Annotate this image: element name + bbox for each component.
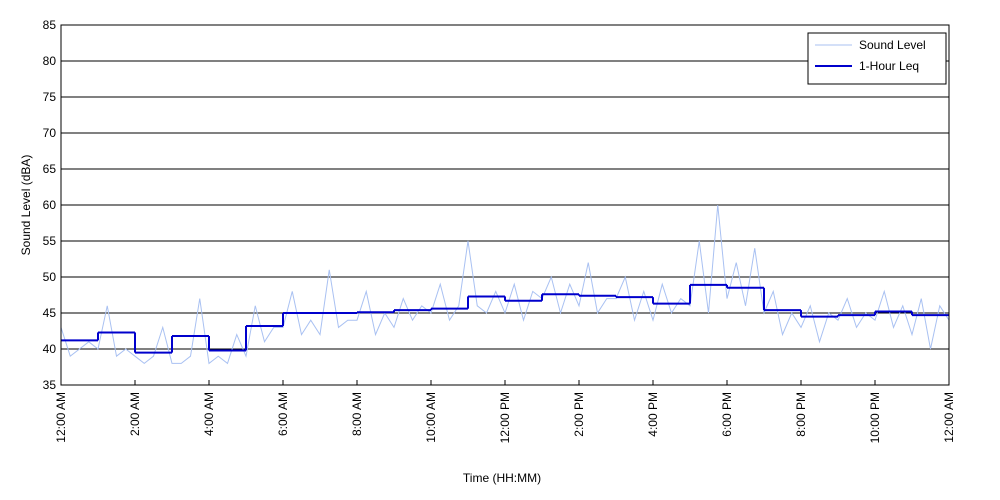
series-line [60, 204, 950, 365]
x-tick-label: 12:00 AM [54, 392, 68, 443]
y-axis-label: Sound Level (dBA) [19, 155, 33, 256]
y-tick-label: 35 [43, 378, 57, 392]
y-tick-label: 80 [43, 54, 57, 68]
x-axis-label: Time (HH:MM) [463, 471, 541, 485]
x-tick-label: 2:00 PM [572, 392, 586, 437]
legend-label: Sound Level [859, 38, 926, 52]
x-tick-label: 12:00 PM [498, 392, 512, 443]
x-tick-label: 2:00 AM [128, 392, 142, 436]
x-tick-label: 10:00 PM [868, 392, 882, 443]
legend-box [807, 32, 947, 85]
y-tick-label: 40 [43, 342, 57, 356]
x-tick-label: 6:00 PM [720, 392, 734, 437]
x-tick-label: 4:00 AM [202, 392, 216, 436]
y-tick-label: 85 [43, 18, 57, 32]
y-tick-label: 45 [43, 306, 57, 320]
x-tick-label: 4:00 PM [646, 392, 660, 437]
y-tick-label: 50 [43, 270, 57, 284]
y-tick-label: 60 [43, 198, 57, 212]
x-tick-label: 10:00 AM [424, 392, 438, 443]
x-tick-label: 8:00 PM [794, 392, 808, 437]
x-tick-label: 12:00 AM [942, 392, 956, 443]
x-tick-label: 6:00 AM [276, 392, 290, 436]
legend-label: 1-Hour Leq [859, 59, 919, 73]
y-tick-label: 55 [43, 234, 57, 248]
y-tick-label: 75 [43, 90, 57, 104]
y-tick-label: 70 [43, 126, 57, 140]
plot-frame [60, 24, 950, 386]
x-tick-label: 8:00 AM [350, 392, 364, 436]
y-tick-label: 65 [43, 162, 57, 176]
